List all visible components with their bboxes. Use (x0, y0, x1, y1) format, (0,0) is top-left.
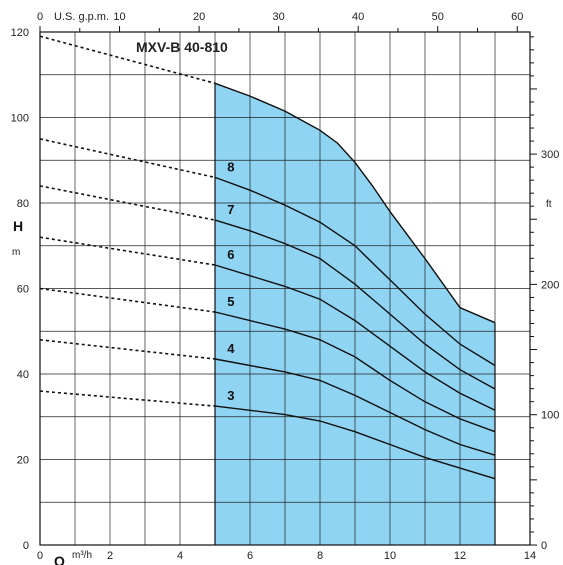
y-tick-label: 40 (17, 369, 29, 381)
x-tick-label: 8 (317, 550, 323, 562)
curve-5-dashed (39, 287, 216, 313)
y-right-tick-label: 300 (541, 149, 559, 161)
curve-label-4: 4 (227, 341, 235, 356)
x-top-tick-label: 10 (113, 11, 125, 23)
y-right-tick-label: 100 (541, 410, 559, 422)
curves-layer: 8 7 6 5 4 3 (39, 35, 496, 545)
curve-label-7: 7 (227, 202, 234, 217)
x-top-tick-label: 0 (37, 11, 43, 23)
x-axis-unit: m³/h (72, 550, 92, 561)
x-tick-label: 14 (524, 550, 536, 562)
curve-8-dashed (39, 138, 216, 179)
x-tick-label: 6 (247, 550, 253, 562)
x-tick-label: 4 (177, 550, 183, 562)
envelope-curve (214, 82, 496, 324)
x-top-tick-label: 20 (193, 11, 205, 23)
y-tick-label: 100 (11, 113, 29, 125)
curve-7 (214, 219, 496, 390)
x-tick-label: 10 (384, 550, 396, 562)
curve-label-6: 6 (227, 247, 234, 262)
x-top-tick-label: 50 (432, 11, 444, 23)
y-tick-label: 20 (17, 455, 29, 467)
x-tick-label: 12 (454, 550, 466, 562)
x-top-tick-label: 60 (511, 11, 523, 23)
y-tick-label: 80 (17, 198, 29, 210)
x-top-axis-title: U.S. g.p.m. (54, 11, 109, 23)
grid-layer (40, 32, 530, 545)
y-axis-title: H (13, 218, 23, 234)
curve-3-dashed (39, 390, 216, 407)
x-axis-title: Q (54, 553, 65, 565)
x-tick-label: 2 (107, 550, 113, 562)
y-right-tick-label: 0 (541, 540, 547, 552)
chart-title: MXV-B 40-810 (136, 39, 228, 55)
curve-label-5: 5 (227, 294, 234, 309)
frame-layer (39, 31, 531, 546)
y-axis-unit: m (12, 247, 20, 258)
curve-label-8: 8 (227, 159, 234, 174)
x-top-tick-label: 30 (273, 11, 285, 23)
plot-frame (39, 31, 531, 546)
x-top-tick-label: 40 (352, 11, 364, 23)
y-tick-label: 120 (11, 27, 29, 39)
y-tick-label: 60 (17, 284, 29, 296)
curve-4 (214, 358, 496, 456)
ticks-layer: 0 2 4 6 8 10 12 14 0 10 20 30 40 50 60 0 20 40 60 80 100 120 0… (11, 11, 560, 562)
y-right-tick-label: 200 (541, 279, 559, 291)
y-right-axis-title: ft (546, 199, 552, 210)
curve-8 (214, 176, 496, 367)
curve-4-dashed (39, 339, 216, 360)
envelope-dashed-line (39, 35, 216, 85)
curve-3 (214, 405, 496, 480)
x-tick-label: 0 (37, 550, 43, 562)
y-tick-label: 0 (23, 540, 29, 552)
curve-6-dashed (39, 236, 216, 266)
curve-5 (214, 311, 496, 433)
curve-label-3: 3 (227, 388, 234, 403)
curve-6 (214, 264, 496, 411)
